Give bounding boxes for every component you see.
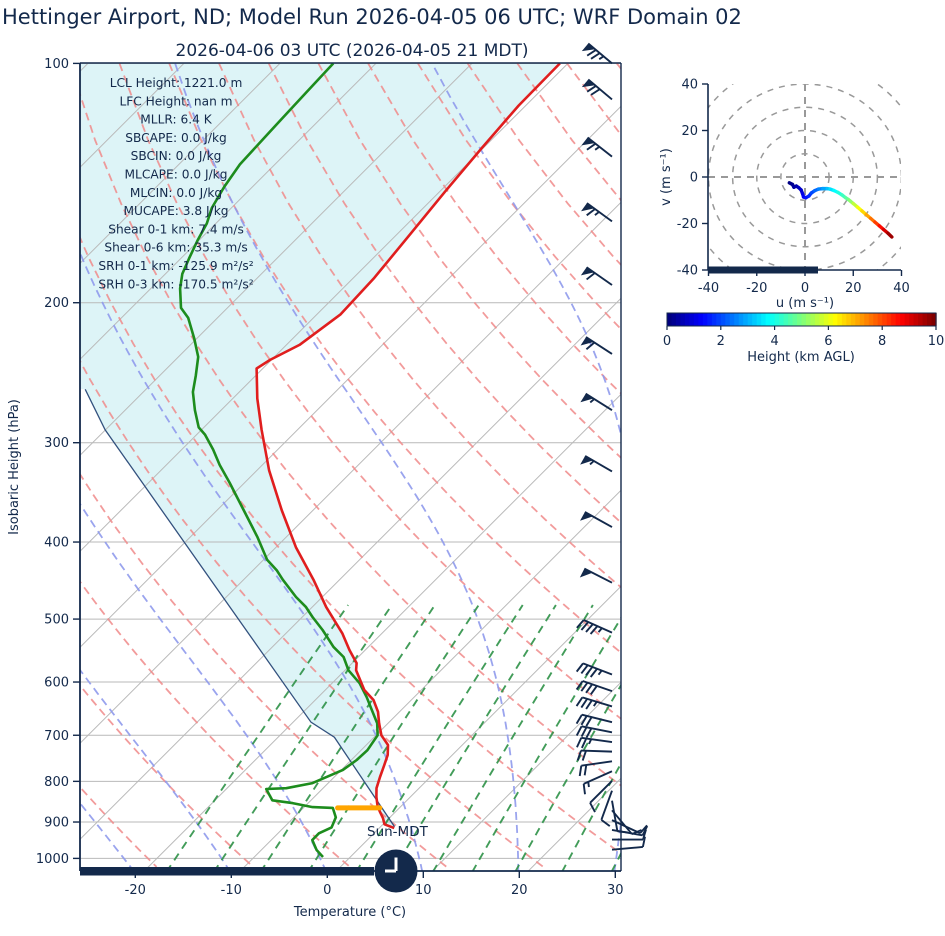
hodo-u-tick-label: 0	[801, 281, 809, 296]
pressure-tick-label: 900	[44, 816, 69, 831]
colorbar-tick-label: 2	[717, 334, 725, 349]
stat-line: Shear 0-1 km: 7.4 m/s	[108, 222, 244, 236]
wind-barb	[575, 696, 613, 710]
temperature-tick-label: 0	[323, 883, 331, 898]
colorbar-tick-label: 4	[770, 334, 778, 349]
dry-adiabat-lines	[80, 63, 621, 868]
skewt-axes: 100 200 300 400 500 600 700 800 900 1000 -20 -10 0 10…	[36, 57, 624, 898]
pressure-tick-label: 800	[44, 775, 69, 790]
wind-barb	[582, 770, 613, 795]
colorbar-tick-label: 0	[663, 334, 671, 349]
wind-barb-column	[575, 42, 649, 851]
wind-barb	[579, 567, 613, 584]
pressure-tick-label: 1000	[36, 852, 69, 867]
colorbar-label: Height (km AGL)	[747, 350, 855, 365]
hodograph-plot: -40-40 -20 -20 0 0 20 20 40 40	[677, 78, 910, 297]
hodograph-inset: -40-40 -20 -20 0 0 20 20 40 40 u (m s⁻¹) v (m s⁻…	[659, 78, 910, 312]
pressure-tick-label: 700	[44, 729, 69, 744]
stat-line: LCL Height: 1221.0 m	[110, 76, 243, 90]
stat-line: MLCAPE: 0.0 J/kg	[125, 168, 228, 182]
mixing-ratio-lines	[165, 604, 621, 871]
moist-adiabat-lines	[80, 63, 621, 871]
wind-barb	[575, 662, 613, 678]
wind-barb	[575, 725, 613, 738]
hodo-u-tick-label: 20	[845, 281, 862, 296]
hodo-ground-bar	[708, 266, 818, 274]
stat-line: SRH 0-1 km: -125.9 m²/s²	[98, 259, 253, 273]
stat-line: LFC Height: nan m	[119, 94, 232, 108]
hodo-u-axis-label: u (m s⁻¹)	[776, 296, 834, 311]
hodo-v-axis-label: v (m s⁻¹)	[659, 148, 674, 206]
stat-line: MLCIN: 0.0 J/kg	[130, 186, 222, 200]
wind-barb	[581, 136, 613, 158]
wind-barb	[580, 455, 613, 473]
temperature-trace	[255, 62, 561, 830]
hodo-u-tick-label: -20	[746, 281, 767, 296]
hodo-v-tick-label: -20	[677, 217, 698, 232]
stat-line: SRH 0-3 km: -170.5 m²/s²	[98, 277, 253, 291]
parcel-trace	[84, 389, 395, 829]
temperature-tick-label: 10	[415, 883, 432, 898]
pressure-tick-label: 500	[44, 613, 69, 628]
wind-barb	[576, 619, 613, 635]
wind-barb	[576, 749, 613, 761]
wind-barb	[581, 42, 613, 65]
sounding-profiles	[84, 62, 561, 858]
wind-barb	[612, 829, 647, 841]
dewpoint-trace	[178, 62, 379, 858]
hodo-v-tick-label: 0	[690, 171, 698, 186]
temperature-tick-label: -20	[125, 883, 146, 898]
wind-barb	[580, 336, 613, 355]
colorbar-gradient: 0 2 4 6 8 10	[663, 312, 945, 349]
wind-barb	[576, 736, 613, 749]
surface-time-label: Sun-MDT	[367, 824, 429, 840]
pressure-tick-label: 600	[44, 676, 69, 691]
hodo-u-tick-label: -40	[698, 281, 719, 296]
stat-line: MUCAPE: 3.8 J/kg	[123, 204, 228, 218]
cin-shaded-area	[80, 63, 560, 829]
stats-readout: LCL Height: 1221.0 m LFC Height: nan m MLL…	[98, 76, 253, 291]
hodo-v-tick-label: -40	[677, 264, 698, 279]
colorbar-tick-label: 10	[928, 334, 945, 349]
wind-barb	[589, 780, 613, 813]
temperature-tick-label: 30	[607, 883, 624, 898]
hodo-u-tick-label: 40	[893, 281, 910, 296]
wind-barb	[600, 790, 613, 827]
temperature-tick-label: 20	[511, 883, 528, 898]
hodograph-trace-segment	[886, 231, 894, 239]
wind-barb	[581, 202, 613, 223]
wind-barb	[611, 836, 646, 851]
wind-barb	[581, 78, 613, 101]
wind-barb	[575, 713, 613, 727]
pressure-tick-label: 300	[44, 436, 69, 451]
isotherm-lines	[80, 63, 621, 871]
skewt-plot: 100 200 300 400 500 600 700 800 900 1000 -20 -10 0 10…	[7, 42, 649, 920]
temperature-axis-label: Temperature (°C)	[293, 905, 406, 920]
surface-markers	[80, 849, 418, 893]
hodo-v-tick-label: 40	[681, 78, 698, 93]
pressure-tick-label: 200	[44, 296, 69, 311]
stat-line: MLLR: 6.4 K	[140, 113, 212, 127]
wind-barb	[578, 760, 613, 777]
local-time-clock-icon	[374, 849, 418, 893]
hodo-v-tick-label: 20	[681, 124, 698, 139]
stat-line: SBCIN: 0.0 J/kg	[131, 149, 222, 163]
height-colorbar: 0 2 4 6 8 10 Height (km AGL)	[663, 312, 945, 365]
ground-bar	[80, 867, 374, 876]
colorbar-tick-label: 8	[878, 334, 886, 349]
colorbar-tick-label: 6	[824, 334, 832, 349]
pressure-axis-label: Isobaric Height (hPa)	[7, 399, 22, 535]
valid-time-subtitle: 2026-04-06 03 UTC (2026-04-05 21 MDT)	[176, 41, 529, 61]
pressure-tick-label: 100	[44, 57, 69, 72]
pressure-tick-label: 400	[44, 536, 69, 551]
stat-line: SBCAPE: 0.0 J/kg	[125, 131, 227, 145]
figure-title: Hettinger Airport, ND; Model Run 2026-04…	[2, 5, 742, 29]
temperature-tick-label: -10	[221, 883, 242, 898]
wind-barb	[575, 680, 613, 695]
stat-line: Shear 0-6 km: 35.3 m/s	[104, 241, 247, 255]
wind-barb	[580, 266, 613, 286]
wind-barb	[580, 511, 613, 528]
wind-barb	[580, 392, 613, 411]
